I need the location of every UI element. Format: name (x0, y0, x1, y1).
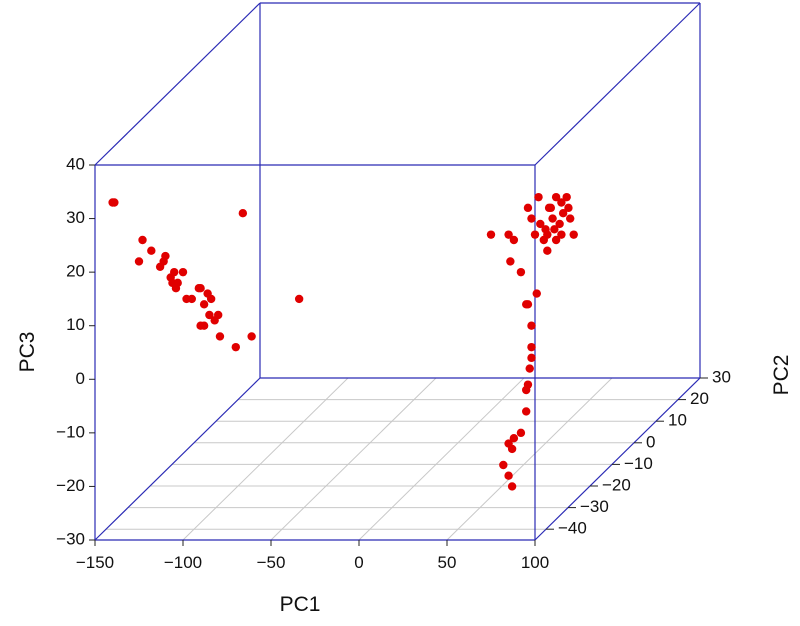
data-point-33 (506, 257, 515, 266)
data-point-61 (527, 321, 536, 330)
data-point-53 (557, 198, 566, 207)
data-point-60 (523, 300, 533, 309)
data-point-25 (214, 310, 223, 320)
data-point-7 (161, 251, 170, 261)
z-tick-label-6: 30 (66, 208, 85, 227)
x-tick-label-2: −50 (257, 553, 286, 572)
data-point-63 (532, 289, 541, 298)
data-point-43 (543, 246, 552, 255)
box-edge-11 (534, 2, 701, 166)
z-axis-title: PC3 (16, 332, 39, 373)
data-point-51 (555, 219, 564, 229)
y-tick-label-6: 20 (690, 389, 709, 408)
data-point-29 (247, 332, 256, 341)
data-point-23 (205, 310, 214, 320)
data-point-30 (294, 294, 304, 304)
data-point-75 (499, 460, 508, 470)
data-point-66 (522, 385, 531, 395)
data-point-64 (525, 364, 534, 373)
data-point-50 (551, 235, 561, 245)
floor-grid (106, 377, 700, 541)
data-point-73 (504, 439, 513, 448)
x-tick-label-4: 50 (438, 553, 457, 572)
data-point-39 (534, 192, 543, 202)
data-point-12 (173, 278, 182, 288)
data-point-3 (138, 235, 147, 245)
grid-line-x-3 (358, 377, 525, 541)
data-point-34 (509, 235, 519, 245)
box-edge-10 (94, 2, 261, 166)
grid-line-x-4 (446, 377, 613, 541)
data-point-2 (134, 257, 144, 266)
data-point-26 (215, 332, 225, 341)
data-point-15 (187, 294, 196, 304)
data-point-44 (543, 230, 552, 239)
y-tick-label-4: 0 (646, 432, 655, 451)
z-tick-label-4: 10 (66, 315, 85, 334)
x-axis-title: PC1 (280, 593, 321, 616)
data-point-54 (558, 209, 568, 218)
data-point-27 (231, 342, 240, 352)
axis-ticks: −150 −100 −50 0 50 100−30−20−10010203040−40−3… (56, 154, 731, 572)
data-point-4 (147, 246, 156, 255)
data-point-56 (564, 203, 573, 213)
data-point-70 (509, 434, 519, 443)
grid-line-x-1 (182, 377, 349, 541)
data-point-17 (196, 284, 205, 293)
data-point-55 (562, 192, 571, 202)
data-point-48 (550, 225, 559, 234)
data-point-57 (566, 214, 575, 223)
x-tick-label-5: 100 (521, 553, 549, 572)
data-point-52 (557, 230, 566, 239)
y-tick-label-7: 30 (712, 367, 731, 386)
data-point-62 (527, 342, 536, 352)
data-point-47 (548, 214, 557, 223)
y-tick-label-3: −10 (624, 454, 653, 473)
y-tick-label-0: −40 (558, 519, 587, 538)
data-point-74 (504, 471, 513, 480)
data-point-40 (536, 219, 545, 229)
data-point-18 (199, 300, 209, 309)
z-tick-label-2: −10 (56, 422, 85, 441)
data-point-35 (516, 267, 526, 277)
box-edge-9 (534, 377, 701, 541)
box-edge-8 (94, 377, 261, 541)
y-tick-label-5: 10 (668, 411, 687, 430)
data-point-38 (530, 230, 540, 239)
data-point-36 (523, 203, 533, 213)
z-tick-label-1: −20 (56, 476, 85, 495)
bounding-box (94, 2, 701, 541)
y-axis-title: PC2 (770, 355, 793, 396)
data-point-1 (110, 198, 119, 207)
x-tick-label-3: 0 (354, 553, 363, 572)
z-tick-label-7: 40 (66, 154, 85, 173)
data-point-68 (522, 407, 531, 416)
grid-line-x-2 (270, 377, 437, 541)
data-point-32 (504, 230, 513, 239)
data-points (108, 192, 578, 491)
data-point-20 (206, 294, 216, 304)
y-tick-label-1: −30 (580, 497, 609, 516)
data-point-46 (546, 203, 556, 213)
data-point-49 (551, 192, 561, 202)
data-point-28 (238, 209, 248, 218)
y-tick-label-2: −20 (602, 475, 631, 494)
data-point-58 (569, 230, 578, 239)
data-point-31 (486, 230, 496, 239)
data-point-22 (199, 321, 209, 330)
data-point-69 (516, 428, 526, 438)
x-tick-label-0: −150 (76, 553, 114, 572)
data-point-10 (170, 267, 179, 277)
z-tick-label-3: 0 (76, 369, 85, 388)
data-point-37 (527, 214, 536, 223)
z-tick-label-5: 20 (66, 262, 85, 281)
z-tick-label-0: −30 (56, 529, 85, 548)
data-point-72 (507, 482, 517, 491)
data-point-67 (527, 353, 536, 363)
data-point-13 (178, 267, 188, 277)
x-tick-label-1: −100 (164, 553, 202, 572)
